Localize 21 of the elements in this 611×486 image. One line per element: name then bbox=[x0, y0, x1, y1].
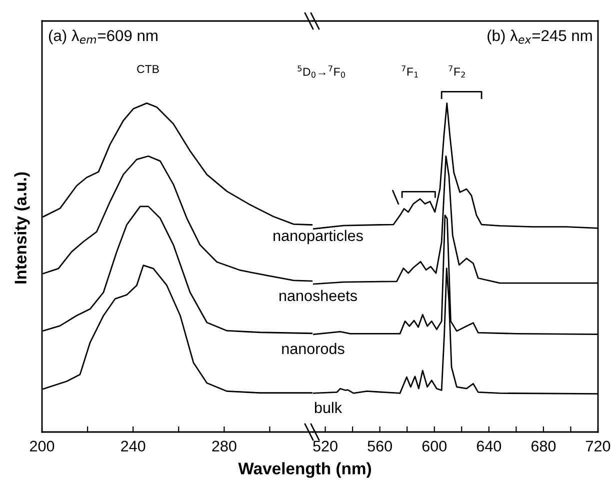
x-axis-title: Wavelength (nm) bbox=[238, 462, 371, 478]
x-tick-label: 560 bbox=[368, 440, 392, 452]
text: $^{5}$D$_{0}$→$^{7}$F$_{0}$ bbox=[298, 65, 345, 78]
x-tick-label: 280 bbox=[212, 440, 236, 452]
x-tick-label: 520 bbox=[313, 440, 338, 452]
text: (b) λ$_{ex}$=245 nm bbox=[488, 30, 592, 44]
x-tick-label: 640 bbox=[476, 440, 502, 452]
y-axis-title: Intensity (a.u.) bbox=[14, 172, 30, 284]
series-label: nanorods bbox=[282, 342, 344, 354]
x-tick-label: 200 bbox=[30, 440, 54, 452]
x-tick-label: 600 bbox=[422, 440, 447, 452]
x-tick-label: 240 bbox=[121, 440, 146, 452]
series-label: nanoparticles bbox=[274, 230, 363, 244]
x-tick-label: 680 bbox=[531, 440, 556, 452]
text: $^{7}$F$_{2}$ bbox=[448, 65, 465, 78]
x-tick-label: 720 bbox=[586, 440, 610, 452]
series-label: nanosheets bbox=[280, 290, 357, 302]
series-label: bulk bbox=[314, 402, 342, 414]
text: $^{7}$F$_{1}$ bbox=[402, 65, 418, 78]
text: CTB bbox=[137, 64, 159, 74]
text: (a) λ$_{em}$=609 nm bbox=[48, 30, 158, 44]
